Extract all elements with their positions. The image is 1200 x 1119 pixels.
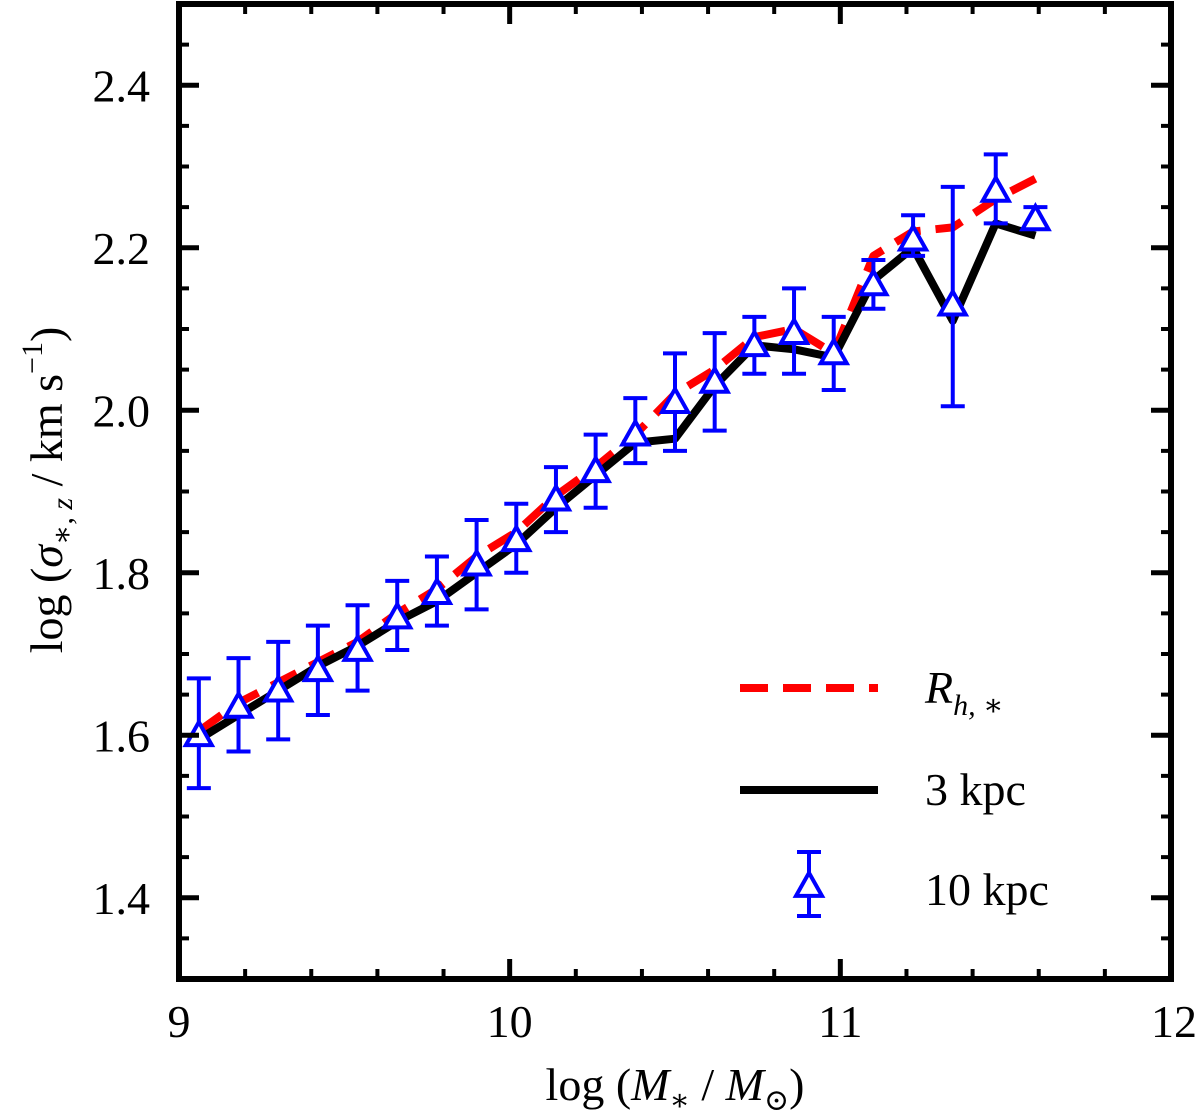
x-axis-title-sub2: ⊙ xyxy=(764,1084,789,1117)
x-axis-title-prefix: log ( xyxy=(546,1059,632,1110)
series-10kpc-point xyxy=(817,314,851,392)
series-10kpc-point xyxy=(499,501,533,575)
y-tick-label: 2.2 xyxy=(93,223,151,274)
series-10kpc-point xyxy=(579,432,613,510)
legend-ten-marker xyxy=(792,850,826,918)
series-10kpc-point xyxy=(896,213,930,258)
legend-ten-label: 10 kpc xyxy=(925,864,1049,915)
tick-labels: 9 10 11 12 1.4 1.6 1.8 2.0 2.2 2.4 xyxy=(93,60,1198,1047)
x-axis-title-sub: ∗ xyxy=(669,1084,689,1117)
series-10kpc-point xyxy=(261,639,295,742)
y-axis-title-sigma: σ xyxy=(21,543,72,568)
y-tick-label: 1.6 xyxy=(93,710,151,761)
legend-ten-swatch xyxy=(792,850,826,918)
series-10kpc-point xyxy=(658,351,692,453)
y-tick-label: 2.0 xyxy=(93,385,151,436)
series-10kpc-point xyxy=(618,396,652,466)
legend-rh-sub: h, ∗ xyxy=(953,689,1003,722)
y-tick-label: 1.8 xyxy=(93,548,151,599)
tick-marks xyxy=(176,4,1174,979)
legend: Rh, ∗ 3 kpc 10 kpc xyxy=(740,662,1049,918)
series-10kpc-point xyxy=(979,152,1013,226)
series-10kpc-point xyxy=(222,656,255,754)
x-axis-title: log (M∗ / M⊙) xyxy=(546,1059,805,1117)
series-10kpc-point xyxy=(420,554,454,628)
series-3kpc-line xyxy=(196,219,1037,743)
plot-frame xyxy=(176,1,1174,982)
series-10kpc-point xyxy=(380,578,414,652)
x-axis-title-main2: M xyxy=(725,1059,767,1110)
series-10kpc-point xyxy=(777,286,811,376)
y-tick-label: 1.4 xyxy=(93,873,151,924)
legend-rh-label: Rh, ∗ xyxy=(924,662,1004,722)
x-axis-title-main: M xyxy=(630,1059,672,1110)
x-tick-label: 10 xyxy=(487,996,533,1047)
y-axis-title: log (σ∗, z / km s−1) xyxy=(16,327,79,654)
series-10kpc-point xyxy=(539,465,573,535)
series-10kpc-point xyxy=(460,517,494,612)
series-10kpc-point xyxy=(856,257,890,311)
plot-content xyxy=(182,152,1052,791)
series-10kpc-point xyxy=(341,603,374,693)
x-tick-label: 12 xyxy=(1151,996,1197,1047)
y-axis-title-sup: −1 xyxy=(16,342,49,374)
x-tick-label: 11 xyxy=(818,996,862,1047)
x-axis-title-sep: / xyxy=(690,1059,726,1110)
y-axis-title-suffix: ) xyxy=(21,327,72,342)
y-axis-title-unit: / km s xyxy=(21,374,72,498)
series-10kpc-point xyxy=(301,623,335,717)
series-10kpc-point xyxy=(737,314,771,376)
legend-rh-main: R xyxy=(924,662,953,713)
series-10kpc-point xyxy=(698,331,732,433)
series-10kpc-point xyxy=(936,184,970,409)
legend-three-label: 3 kpc xyxy=(925,764,1026,815)
y-tick-label: 2.4 xyxy=(93,60,151,111)
y-axis-title-sub: ∗, z xyxy=(46,498,79,545)
series-10kpc-point xyxy=(1019,202,1052,232)
x-tick-label: 9 xyxy=(168,996,191,1047)
x-axis-title-suffix: ) xyxy=(789,1059,804,1110)
y-axis-title-prefix: log ( xyxy=(21,568,72,654)
